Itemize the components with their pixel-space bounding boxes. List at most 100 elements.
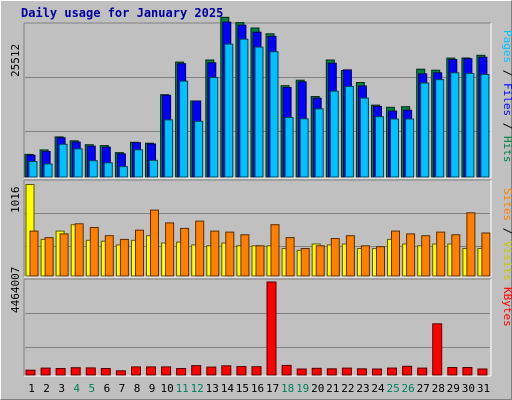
bar-sites-day-2 — [44, 237, 54, 277]
bar-kbytes-day-17 — [266, 281, 277, 376]
bar-pages-day-11 — [179, 80, 189, 178]
bar-kbytes-day-13 — [206, 366, 217, 376]
bar-pages-day-31 — [480, 74, 490, 178]
bar-sites-day-14 — [225, 231, 235, 277]
bar-kbytes-day-19 — [296, 368, 307, 376]
bar-pages-day-28 — [435, 79, 445, 178]
bar-pages-day-2 — [43, 163, 53, 178]
bar-kbytes-day-28 — [432, 323, 443, 376]
bar-kbytes-day-18 — [281, 364, 292, 376]
bar-pages-day-25 — [390, 118, 399, 178]
bar-sites-day-28 — [436, 231, 446, 277]
bar-pages-day-17 — [269, 51, 279, 178]
x-tick-label-day-26: 26 — [401, 382, 414, 395]
bar-pages-day-1 — [28, 161, 38, 178]
bar-pages-day-20 — [314, 108, 324, 178]
bar-sites-day-4 — [74, 223, 84, 277]
x-tick-label-day-13: 13 — [206, 382, 219, 395]
bar-sites-day-24 — [376, 246, 385, 277]
x-tick-label-day-30: 30 — [462, 382, 475, 395]
bar-kbytes-day-15 — [236, 366, 247, 376]
bar-kbytes-day-16 — [251, 366, 262, 376]
bar-sites-day-25 — [391, 230, 400, 277]
bar-pages-day-14 — [224, 43, 234, 178]
x-tick-label-day-15: 15 — [236, 382, 249, 395]
bar-pages-day-21 — [329, 90, 339, 178]
bar-kbytes-day-5 — [85, 367, 96, 376]
legend-pages: Pages — [501, 30, 512, 63]
bar-kbytes-day-6 — [100, 368, 111, 376]
bar-pages-day-27 — [420, 82, 430, 178]
bar-pages-day-18 — [284, 117, 294, 178]
x-tick-label-day-28: 28 — [432, 382, 445, 395]
bar-pages-day-19 — [299, 118, 309, 178]
bar-pages-day-13 — [209, 77, 219, 178]
bar-pages-day-4 — [73, 148, 83, 178]
bar-sites-day-13 — [210, 230, 220, 277]
bar-sites-day-7 — [119, 238, 129, 277]
bar-pages-day-16 — [254, 46, 264, 178]
chart-title: Daily usage for January 2025 — [21, 6, 224, 20]
bar-sites-day-15 — [240, 234, 250, 277]
bar-kbytes-day-23 — [356, 368, 367, 376]
legend-sites: Sites — [501, 188, 512, 221]
panel-2-legend: Sites / Visits — [501, 188, 512, 281]
bar-pages-day-30 — [465, 73, 475, 178]
x-tick-label-day-1: 1 — [28, 382, 35, 395]
bar-pages-day-6 — [103, 162, 113, 178]
legend-separator: / — [501, 63, 512, 83]
bar-sites-day-11 — [180, 227, 190, 277]
x-tick-label-day-21: 21 — [326, 382, 339, 395]
x-tick-label-day-5: 5 — [88, 382, 95, 395]
bar-kbytes-day-22 — [341, 367, 352, 376]
x-tick-label-day-10: 10 — [160, 382, 173, 395]
bar-kbytes-day-12 — [191, 365, 202, 376]
bar-sites-day-22 — [345, 235, 355, 277]
x-tick-label-day-8: 8 — [134, 382, 141, 395]
x-tick-label-day-25: 25 — [386, 382, 399, 395]
bar-sites-day-17 — [270, 224, 280, 277]
bar-sites-day-19 — [300, 248, 310, 277]
bar-sites-day-8 — [135, 229, 144, 277]
x-tick-label-day-16: 16 — [251, 382, 264, 395]
bar-kbytes-day-20 — [311, 367, 322, 376]
legend-hits: Hits — [501, 136, 512, 163]
panel-3-legend: KBytes — [501, 287, 512, 327]
y-tick-label: 4464007 — [9, 267, 22, 313]
legend-separator: / — [501, 221, 512, 241]
bar-sites-day-10 — [165, 222, 175, 277]
y-tick-label: 25512 — [9, 44, 22, 77]
x-tick-label-day-17: 17 — [266, 382, 279, 395]
bar-kbytes-day-2 — [40, 367, 51, 376]
bar-sites-day-16 — [255, 245, 265, 277]
bar-sites-day-18 — [285, 237, 295, 277]
bar-pages-day-24 — [375, 116, 384, 178]
bar-pages-day-8 — [134, 149, 143, 178]
bar-kbytes-day-29 — [447, 367, 458, 376]
bar-sites-day-21 — [330, 238, 340, 277]
x-tick-label-day-23: 23 — [356, 382, 369, 395]
bar-kbytes-day-27 — [417, 367, 428, 376]
bar-kbytes-day-21 — [326, 368, 337, 376]
bar-pages-day-5 — [88, 160, 98, 178]
bar-sites-day-12 — [195, 220, 205, 277]
bar-kbytes-day-8 — [131, 366, 141, 376]
x-tick-label-day-12: 12 — [191, 382, 204, 395]
x-tick-label-day-2: 2 — [43, 382, 50, 395]
bar-sites-day-9 — [150, 209, 159, 277]
x-tick-label-day-27: 27 — [417, 382, 430, 395]
bar-sites-day-5 — [89, 227, 99, 277]
bar-sites-day-30 — [466, 212, 476, 277]
bar-pages-day-7 — [118, 166, 128, 178]
bar-pages-day-3 — [58, 143, 68, 178]
x-tick-label-day-3: 3 — [58, 382, 65, 395]
bar-pages-day-15 — [239, 38, 249, 178]
x-tick-label-day-18: 18 — [281, 382, 294, 395]
bar-kbytes-day-9 — [146, 366, 156, 376]
x-tick-label-day-9: 9 — [149, 382, 156, 395]
legend-separator: / — [501, 116, 512, 136]
panel-3-background — [24, 279, 491, 376]
x-tick-label-day-4: 4 — [73, 382, 80, 395]
bar-kbytes-day-3 — [55, 368, 66, 376]
x-tick-label-day-29: 29 — [447, 382, 460, 395]
